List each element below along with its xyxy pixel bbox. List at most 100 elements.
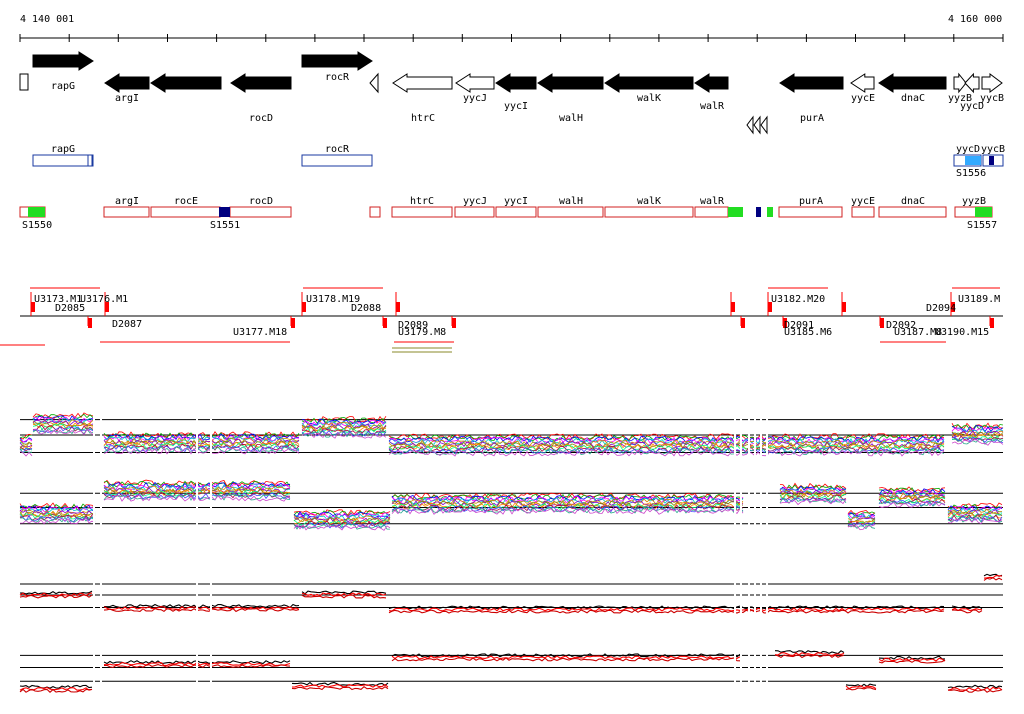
red-box-htrC <box>391 206 453 218</box>
panel-4-gap <box>766 640 768 695</box>
tag-d2092: D2092 <box>886 320 916 331</box>
panel-3-trace <box>19 573 1003 610</box>
panel-2-gap <box>196 475 198 540</box>
blue-label-rapG: rapG <box>51 144 75 155</box>
panel-1-trace <box>19 426 1004 455</box>
panel-1-trace <box>19 428 1004 457</box>
gene-label-walR: walR <box>700 101 725 112</box>
tag-u3176: U3176.M1 <box>80 294 128 305</box>
panel-2-gap <box>766 475 768 540</box>
cyan-mark <box>965 156 981 165</box>
red-box-rocD <box>229 206 292 218</box>
gene-label-argI: argI <box>115 93 139 104</box>
gene-arrow-htrC <box>392 73 453 93</box>
panel-4-gap <box>734 640 736 695</box>
panel-2-gap <box>100 475 102 540</box>
red-box-argI <box>103 206 150 218</box>
red-label-rocE: rocE <box>174 196 198 207</box>
red-box-small <box>369 206 381 218</box>
tag-red-block <box>951 302 955 312</box>
panel-4-trace <box>19 650 1003 689</box>
red-track-mark-3 <box>756 207 761 217</box>
gene-label-yyzB: yyzB <box>948 93 972 104</box>
tag-u3187: U3187.M8 <box>894 327 942 338</box>
tag-d2089: D2089 <box>398 320 428 331</box>
panel-1-trace <box>19 412 1004 441</box>
misc-markers <box>19 72 768 135</box>
red-box-walR <box>694 206 729 218</box>
blue-label-rocR: rocR <box>325 144 350 155</box>
tag-red-block <box>990 318 994 328</box>
panel-3-gap <box>754 570 756 620</box>
red-sublabel-S1551: S1551 <box>210 220 240 231</box>
panel-2-gap <box>734 475 736 540</box>
blue-box-rocR <box>301 154 373 167</box>
gene-arrow-rocD <box>230 73 292 93</box>
tag-red-block <box>741 318 745 328</box>
red-label-htrC: htrC <box>410 196 434 207</box>
tag-red-block <box>31 302 35 312</box>
red-box-yycI <box>495 206 537 218</box>
gene-arrow-dnaC <box>878 73 947 93</box>
panel-3-gap <box>748 570 750 620</box>
tag-u3177: U3177.M18 <box>233 327 287 338</box>
red-box-dnaC <box>878 206 947 218</box>
panel-1-trace <box>19 416 1004 445</box>
red-track-mark-4 <box>767 207 773 217</box>
gene-label-yycB: yycB <box>980 93 1004 104</box>
transcript-track: U3173.M1 U3176.M1 D2085 U3178.M19 D2088 … <box>0 287 1003 353</box>
panel-3-gap <box>760 570 762 620</box>
gene-arrow-yycE <box>850 73 875 93</box>
panel-3-gap <box>734 570 736 620</box>
panel-4-trace <box>19 652 1003 691</box>
tag-red-block <box>452 318 456 328</box>
gene-track: rapG argI rocE rocD rocR htrC yycJ yycI walH walK… <box>32 51 1004 124</box>
panel-4-gap <box>748 640 750 695</box>
red-box-yycE <box>851 206 875 218</box>
blue-label-yycD: yycD <box>956 144 980 155</box>
small-box-left <box>19 73 29 91</box>
tag-red-block <box>731 302 735 312</box>
tag-u3179: U3179.M8 <box>398 327 446 338</box>
red-box-purA <box>778 206 843 218</box>
panel-3-trace <box>19 575 1003 612</box>
red-track-mark-1 <box>219 207 230 217</box>
small-arrow-3 <box>753 115 761 135</box>
tag-red-block <box>291 318 295 328</box>
tag-red-block <box>783 318 787 328</box>
gene-arrow-yyzB <box>953 72 967 94</box>
panel-3-gap <box>196 570 198 620</box>
panel-1-gap <box>196 400 198 470</box>
red-label-dnaC: dnaC <box>901 196 925 207</box>
gene-label-yycE: yycE <box>851 93 875 104</box>
coordinate-ruler: 4 140 001 4 160 000 <box>19 14 1004 42</box>
panel-3-trace <box>19 577 1003 614</box>
tag-u3173: U3173.M1 <box>34 294 82 305</box>
red-feature-track: argI rocE rocD htrC yycJ yycI walH walK walR purA… <box>19 196 997 231</box>
panel-2-gap <box>210 475 212 540</box>
small-arrow-1 <box>369 72 379 94</box>
blue-feature-track: rapG rocR yycD yycB S1556 <box>32 144 1005 179</box>
red-label-argI: argI <box>115 196 139 207</box>
red-track-mark-0 <box>28 207 45 217</box>
panel-4 <box>19 640 1003 695</box>
panel-4-gap <box>754 640 756 695</box>
panel-1-trace <box>19 428 1004 456</box>
red-label-purA: purA <box>799 196 823 207</box>
tag-red-block <box>88 318 92 328</box>
panel-1-gap <box>766 400 768 470</box>
tag-u3189: U3189.M <box>958 294 1000 305</box>
gene-label-rapG: rapG <box>51 81 75 92</box>
red-label-yycJ: yycJ <box>463 196 487 207</box>
tag-u3178: U3178.M19 <box>306 294 360 305</box>
red-box-walK <box>604 206 694 218</box>
panel-1-trace <box>19 419 1004 447</box>
gene-label-rocE: rocE <box>174 81 198 92</box>
red-track-mark-2 <box>728 207 743 217</box>
red-sublabel-S1550: S1550 <box>22 220 52 231</box>
gene-label-rocR: rocR <box>325 72 350 83</box>
small-arrow-2 <box>746 115 754 135</box>
panel-1-gap <box>754 400 756 470</box>
red-label-yycE: yycE <box>851 196 875 207</box>
tag-u3182: U3182.M20 <box>771 294 825 305</box>
